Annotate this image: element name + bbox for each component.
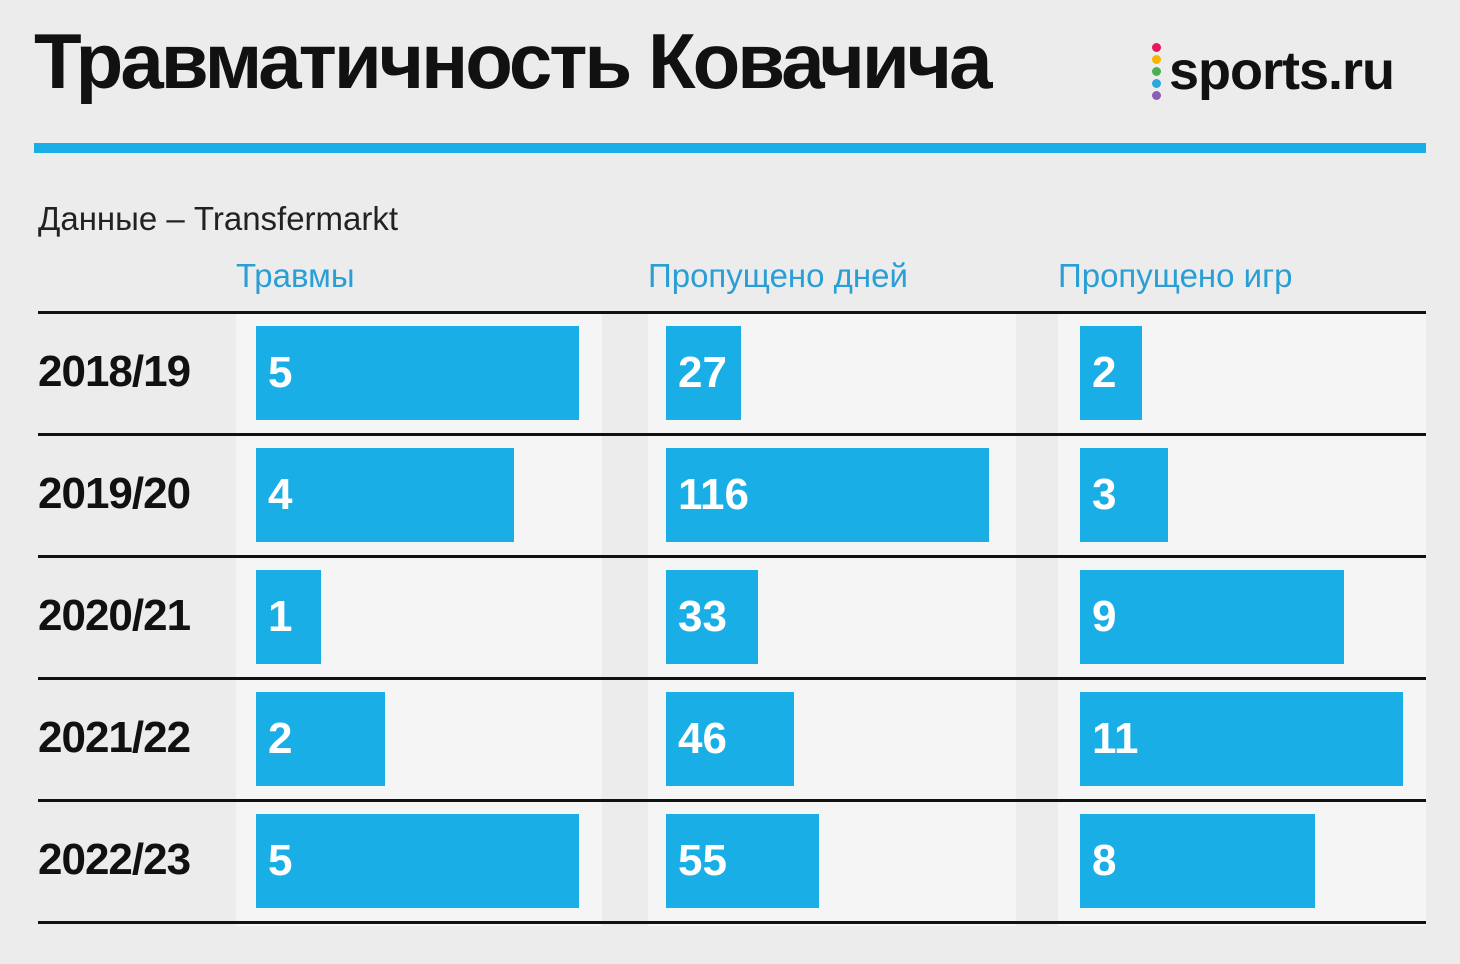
season-label: 2021/22 bbox=[38, 713, 191, 762]
data-source: Данные – Transfermarkt bbox=[38, 200, 399, 237]
chart-table: 2018/19 5 27 2 2019/20 4 116 3 2020/21 1 33 9 2021/2… bbox=[38, 311, 1426, 926]
bar: 55 bbox=[666, 814, 820, 908]
bar-value-label: 11 bbox=[1092, 714, 1139, 763]
bar: 3 bbox=[1080, 448, 1169, 542]
logo-dot bbox=[1152, 66, 1161, 76]
logo-dot bbox=[1152, 78, 1161, 88]
column-header-games-missed: Пропущено игр bbox=[1058, 257, 1293, 294]
logo-dot bbox=[1152, 54, 1161, 64]
bar-value-label: 8 bbox=[1092, 836, 1117, 885]
bar: 5 bbox=[256, 326, 579, 420]
bar-value-label: 9 bbox=[1092, 592, 1117, 641]
row-divider bbox=[38, 677, 1426, 680]
bar-value-label: 1 bbox=[268, 592, 293, 641]
row-divider bbox=[38, 799, 1426, 802]
row-divider bbox=[38, 311, 1426, 314]
bar-value-label: 46 bbox=[678, 714, 727, 763]
logo-dots-icon bbox=[1152, 42, 1161, 100]
title-divider bbox=[34, 143, 1426, 153]
bar-value-label: 3 bbox=[1092, 470, 1117, 519]
bar: 9 bbox=[1080, 570, 1345, 664]
bar-value-label: 5 bbox=[268, 836, 293, 885]
logo-dot bbox=[1152, 42, 1161, 52]
bar: 4 bbox=[256, 448, 515, 542]
bar: 46 bbox=[666, 692, 795, 786]
column-header-days-missed: Пропущено дней bbox=[648, 257, 908, 294]
logo-dot bbox=[1152, 90, 1161, 100]
bar: 1 bbox=[256, 570, 321, 664]
bar: 5 bbox=[256, 814, 579, 908]
bar-value-label: 27 bbox=[678, 348, 727, 397]
season-label: 2020/21 bbox=[38, 591, 191, 640]
column-header-injuries: Травмы bbox=[236, 257, 355, 294]
bar: 2 bbox=[256, 692, 386, 786]
logo-text: sports.ru bbox=[1169, 41, 1395, 101]
bar-value-label: 33 bbox=[678, 592, 727, 641]
bar: 2 bbox=[1080, 326, 1142, 420]
bar: 8 bbox=[1080, 814, 1315, 908]
row-divider bbox=[38, 555, 1426, 558]
row-divider bbox=[38, 433, 1426, 436]
row-divider bbox=[38, 921, 1426, 924]
bar-value-label: 55 bbox=[678, 836, 727, 885]
sports-ru-logo: sports.ru bbox=[1152, 40, 1395, 102]
bar-value-label: 116 bbox=[678, 470, 749, 519]
bar: 11 bbox=[1080, 692, 1403, 786]
bar-value-label: 2 bbox=[268, 714, 293, 763]
bar-value-label: 4 bbox=[268, 470, 293, 519]
season-label: 2019/20 bbox=[38, 469, 191, 518]
season-label: 2018/19 bbox=[38, 347, 191, 396]
bar: 33 bbox=[666, 570, 758, 664]
season-label: 2022/23 bbox=[38, 835, 191, 884]
bar: 116 bbox=[666, 448, 989, 542]
bar: 27 bbox=[666, 326, 742, 420]
bar-value-label: 2 bbox=[1092, 348, 1117, 397]
bar-value-label: 5 bbox=[268, 348, 293, 397]
chart-title: Травматичность Ковачича bbox=[34, 17, 993, 105]
